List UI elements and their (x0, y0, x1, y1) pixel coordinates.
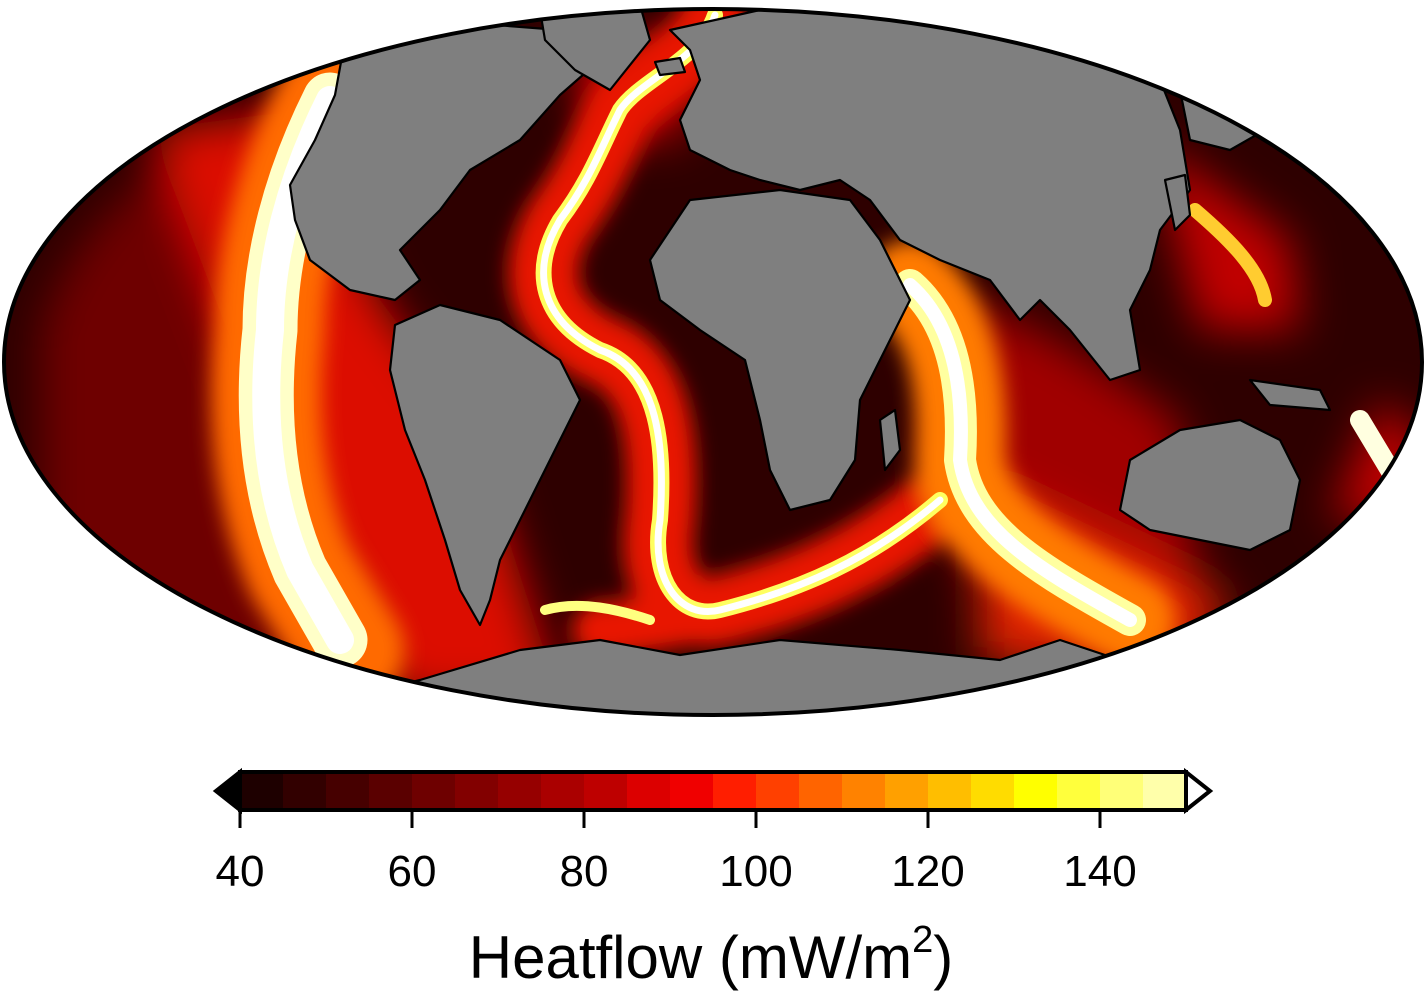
colorbar-cell (584, 772, 628, 810)
globe-outline (2, 7, 1424, 717)
colorbar-cell (498, 772, 542, 810)
colorbar-cell (885, 772, 929, 810)
colorbar-cell (1057, 772, 1101, 810)
colorbar-cell (842, 772, 886, 810)
colorbar-title-close: ) (933, 924, 953, 991)
colorbar-cells (240, 772, 1187, 810)
colorbar-cell (799, 772, 843, 810)
colorbar-cell (326, 772, 370, 810)
madagascar (878, 408, 902, 472)
colorbar-cell (1143, 772, 1187, 810)
colorbar-cell (713, 772, 757, 810)
south-america (388, 303, 582, 627)
japan (1163, 173, 1192, 232)
colorbar-frame (238, 770, 1188, 812)
colorbar-cell (455, 772, 499, 810)
colorbar-extend-low-triangle (212, 767, 242, 815)
colorbar-cell (283, 772, 327, 810)
colorbar-ticks (238, 810, 1102, 828)
colorbar-title: Heatflow (mW/m2) (469, 919, 953, 991)
colorbar-cell (627, 772, 671, 810)
colorbar-cell (369, 772, 413, 810)
africa (648, 188, 912, 512)
iceland (653, 56, 687, 77)
colorbar-tick-label: 100 (719, 847, 792, 896)
greenland (538, 9, 652, 92)
colorbar-extend-high-triangle (1184, 767, 1214, 815)
colorbar-cell (240, 772, 284, 810)
colorbar-tick-label: 120 (891, 847, 964, 896)
alaska (1178, 88, 1302, 152)
colorbar-tick-labels: 40 60 80 100 120 140 (216, 847, 1137, 896)
colorbar-tick-label: 60 (388, 847, 437, 896)
colorbar-tick-label: 140 (1063, 847, 1136, 896)
colorbar-title-superscript: 2 (912, 919, 933, 961)
eurasia (668, 9, 1192, 382)
colorbar-cell (756, 772, 800, 810)
colorbar-cell (928, 772, 972, 810)
colorbar-cell (670, 772, 714, 810)
colorbar-cell (541, 772, 585, 810)
colorbar-cell (412, 772, 456, 810)
colorbar-tick-label: 40 (216, 847, 265, 896)
colorbar-cell (1100, 772, 1144, 810)
colorbar-cell (971, 772, 1015, 810)
australia (1118, 418, 1302, 552)
colorbar-title-main: Heatflow (mW/m (469, 924, 912, 991)
new-guinea (1248, 378, 1332, 412)
colorbar-cell (1014, 772, 1058, 810)
colorbar-tick-label: 80 (560, 847, 609, 896)
colorbar: 40 60 80 100 120 140 Heatflow (mW/m2) (212, 767, 1214, 991)
